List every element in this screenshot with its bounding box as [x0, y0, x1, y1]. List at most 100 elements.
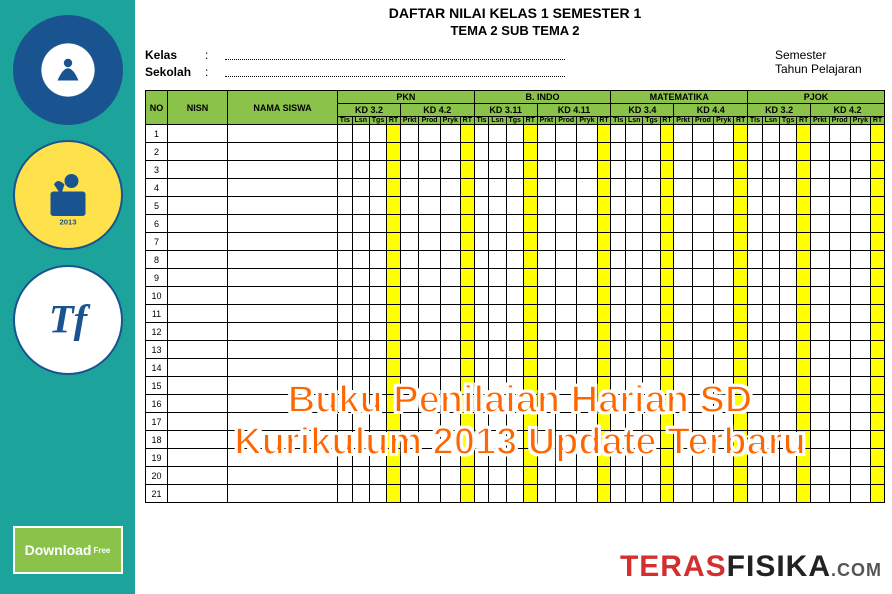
- cell-value: [556, 251, 577, 269]
- cell-value: [762, 287, 779, 305]
- label-kelas: Kelas: [145, 48, 205, 62]
- col-header: NAMA SISWA: [228, 91, 338, 125]
- table-row: 11: [146, 305, 885, 323]
- cell-value: [597, 485, 611, 503]
- cell-value: [643, 125, 660, 143]
- kd-header: KD 3.2: [748, 104, 811, 117]
- cell-value: [556, 197, 577, 215]
- cell-value: [762, 179, 779, 197]
- label-tahun: Tahun Pelajaran: [775, 62, 885, 76]
- cell-value: [523, 287, 537, 305]
- overlay-title: Buku Penilaian Harian SD Kurikulum 2013 …: [160, 380, 880, 464]
- cell-value: [660, 359, 674, 377]
- cell-value: [780, 233, 797, 251]
- cell-value: [489, 269, 506, 287]
- cell-value: [523, 179, 537, 197]
- cell-no: 10: [146, 287, 168, 305]
- cell-value: [611, 287, 626, 305]
- sub-header: Prod: [556, 117, 577, 125]
- cell-value: [597, 125, 611, 143]
- sub-header: RT: [797, 117, 811, 125]
- cell-value: [734, 125, 748, 143]
- sub-header: Prkt: [811, 117, 830, 125]
- sub-header: Prkt: [400, 117, 419, 125]
- cell-nama: [228, 269, 338, 287]
- cell-value: [537, 215, 556, 233]
- cell-no: 20: [146, 467, 168, 485]
- cell-value: [692, 485, 713, 503]
- site-brand: TERASFISIKA.COM: [620, 550, 882, 584]
- cell-value: [419, 467, 440, 485]
- cell-value: [369, 269, 386, 287]
- cell-value: [474, 161, 489, 179]
- cell-value: [850, 305, 870, 323]
- cell-value: [460, 161, 474, 179]
- cell-value: [352, 125, 369, 143]
- cell-value: [811, 179, 830, 197]
- cell-value: [780, 269, 797, 287]
- cell-value: [692, 359, 713, 377]
- table-row: 8: [146, 251, 885, 269]
- cell-value: [474, 233, 489, 251]
- cell-value: [762, 215, 779, 233]
- cell-value: [829, 233, 850, 251]
- cell-value: [626, 125, 643, 143]
- cell-value: [692, 305, 713, 323]
- cell-value: [597, 305, 611, 323]
- cell-value: [577, 179, 597, 197]
- cell-value: [626, 305, 643, 323]
- cell-value: [440, 179, 460, 197]
- cell-value: [419, 215, 440, 233]
- cell-value: [387, 323, 401, 341]
- cell-value: [811, 125, 830, 143]
- cell-value: [871, 467, 885, 485]
- table-row: 9: [146, 269, 885, 287]
- table-row: 4: [146, 179, 885, 197]
- cell-value: [523, 485, 537, 503]
- cell-no: 4: [146, 179, 168, 197]
- cell-no: 7: [146, 233, 168, 251]
- cell-value: [674, 197, 693, 215]
- subject-header: PKN: [338, 91, 475, 104]
- download-button[interactable]: Download Free: [13, 526, 123, 574]
- cell-value: [556, 143, 577, 161]
- cell-value: [577, 251, 597, 269]
- cell-nama: [228, 287, 338, 305]
- table-row: 21: [146, 485, 885, 503]
- cell-value: [674, 287, 693, 305]
- cell-value: [489, 197, 506, 215]
- cell-value: [537, 251, 556, 269]
- cell-value: [352, 287, 369, 305]
- cell-value: [523, 467, 537, 485]
- cell-value: [556, 179, 577, 197]
- cell-nisn: [168, 323, 228, 341]
- cell-value: [734, 467, 748, 485]
- cell-value: [692, 197, 713, 215]
- cell-value: [400, 359, 419, 377]
- cell-value: [474, 143, 489, 161]
- cell-value: [748, 485, 763, 503]
- cell-value: [506, 143, 523, 161]
- cell-value: [537, 269, 556, 287]
- cell-value: [460, 359, 474, 377]
- cell-value: [626, 341, 643, 359]
- cell-value: [611, 143, 626, 161]
- cell-value: [460, 287, 474, 305]
- cell-value: [797, 251, 811, 269]
- cell-value: [714, 287, 734, 305]
- cell-value: [811, 323, 830, 341]
- sub-header: RT: [734, 117, 748, 125]
- cell-value: [734, 305, 748, 323]
- cell-value: [762, 359, 779, 377]
- cell-value: [811, 197, 830, 215]
- cell-value: [369, 287, 386, 305]
- cell-value: [369, 323, 386, 341]
- cell-value: [780, 143, 797, 161]
- cell-value: [387, 179, 401, 197]
- cell-value: [400, 233, 419, 251]
- cell-value: [556, 341, 577, 359]
- cell-value: [474, 215, 489, 233]
- cell-value: [734, 197, 748, 215]
- cell-value: [692, 215, 713, 233]
- cell-value: [626, 197, 643, 215]
